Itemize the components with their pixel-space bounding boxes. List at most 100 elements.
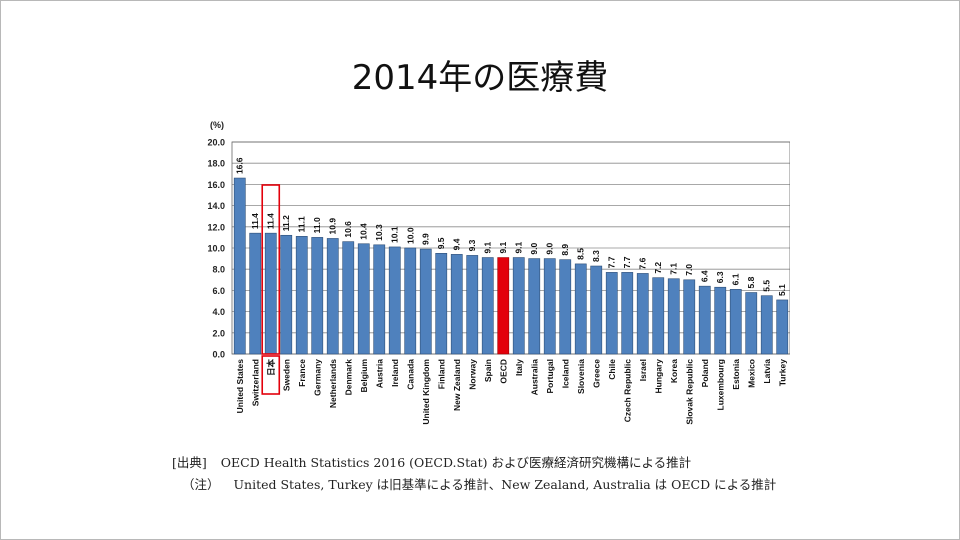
bar-8 <box>357 243 370 355</box>
bar-25 <box>621 272 634 355</box>
y-tick-label: 0.0 <box>212 350 225 360</box>
bar-4 <box>295 236 308 355</box>
bar-value-label: 10.3 <box>374 224 384 241</box>
category-label: United States <box>235 359 245 414</box>
bar-value-label: 9.1 <box>498 241 508 253</box>
category-label: Slovak Republic <box>684 359 694 425</box>
category-label: Mexico <box>746 359 756 388</box>
bar-9 <box>373 244 386 355</box>
category-label: Poland <box>700 359 710 387</box>
bar-10 <box>388 246 401 355</box>
bar-18 <box>512 257 525 355</box>
bar-value-label: 11.4 <box>266 213 276 229</box>
bar-31 <box>714 286 727 355</box>
bar-value-label: 7.0 <box>684 264 694 276</box>
category-label: Greece <box>591 359 601 388</box>
category-label: Germany <box>312 359 322 396</box>
y-tick-label: 2.0 <box>212 328 225 338</box>
bar-value-label: 7.1 <box>669 263 679 275</box>
category-label: Austria <box>374 359 384 389</box>
category-label: Luxembourg <box>715 359 725 410</box>
category-label: Netherlands <box>328 359 338 408</box>
bar-value-label: 6.3 <box>715 271 725 283</box>
bar-value-label: 9.0 <box>529 243 539 255</box>
bar-value-label: 9.0 <box>545 243 555 255</box>
bar-value-label: 6.4 <box>700 270 710 282</box>
bar-value-label: 10.1 <box>390 226 400 243</box>
bar-27 <box>652 277 665 355</box>
category-label: Korea <box>669 359 679 383</box>
bar-14 <box>450 254 463 355</box>
bar-32 <box>729 289 742 355</box>
note-prefix: （注） <box>182 477 220 492</box>
bar-value-label: 5.5 <box>762 280 772 292</box>
bar-value-label: 16.6 <box>235 157 245 174</box>
bar-33 <box>745 292 758 355</box>
bar-21 <box>559 259 572 355</box>
category-label: Norway <box>467 359 477 390</box>
category-label: Chile <box>607 359 617 380</box>
category-label: Belgium <box>359 359 369 393</box>
bar-value-label: 9.3 <box>467 239 477 251</box>
y-tick-label: 14.0 <box>207 201 225 211</box>
bar-20 <box>543 258 556 355</box>
category-label: New Zealand <box>452 359 462 411</box>
bar-16 <box>481 257 494 355</box>
category-label: United Kingdom <box>421 359 431 425</box>
bar-19 <box>528 258 541 355</box>
bar-6 <box>326 238 339 355</box>
category-label: Sweden <box>281 359 291 391</box>
bar-29 <box>683 279 696 355</box>
bar-35 <box>776 299 789 355</box>
category-label: 日本 <box>266 359 276 377</box>
bar-value-label: 9.5 <box>436 237 446 249</box>
bar-value-label: 5.8 <box>746 276 756 288</box>
bar-2 <box>264 232 277 355</box>
category-label: Estonia <box>731 359 741 390</box>
source-text: OECD Health Statistics 2016 (OECD.Stat) … <box>220 455 692 470</box>
bar-value-label: 7.2 <box>653 262 663 274</box>
category-label: Portugal <box>545 359 555 393</box>
category-label: Hungary <box>653 359 663 394</box>
bar-value-label: 11.1 <box>297 216 307 232</box>
category-label: Australia <box>529 359 539 396</box>
bar-value-label: 8.3 <box>591 250 601 262</box>
bar-22 <box>574 263 587 355</box>
y-axis-label: (%) <box>210 120 224 130</box>
bar-12 <box>419 248 432 355</box>
bar-13 <box>435 253 448 355</box>
category-label: Latvia <box>762 359 772 384</box>
source-line: [出典] OECD Health Statistics 2016 (OECD.St… <box>172 452 705 471</box>
category-label: Israel <box>638 359 648 381</box>
slide-title: 2014年の医療費 <box>351 58 609 98</box>
note-line: （注） United States, Turkey は旧基準による推計、New Z… <box>182 474 790 493</box>
bar-value-label: 11.4 <box>250 213 260 229</box>
y-tick-label: 16.0 <box>207 180 225 190</box>
bar-28 <box>667 278 680 355</box>
japan-highlight-box <box>261 184 281 355</box>
bar-0 <box>233 177 246 355</box>
category-label: France <box>297 359 307 387</box>
japan-label-highlight-box <box>261 355 281 395</box>
bar-value-label: 9.4 <box>452 238 462 250</box>
category-label: Czech Republic <box>622 359 632 423</box>
note-text: United States, Turkey は旧基準による推計、New Zeal… <box>233 477 777 492</box>
category-label: Turkey <box>777 359 787 387</box>
source-prefix: [出典] <box>172 455 207 470</box>
bar-value-label: 5.1 <box>777 284 787 296</box>
bar-value-label: 11.2 <box>281 215 291 231</box>
bar-value-label: 6.1 <box>731 273 741 285</box>
category-label: Denmark <box>343 359 353 396</box>
bar-value-label: 7.7 <box>622 256 632 268</box>
y-tick-label: 12.0 <box>207 222 225 232</box>
y-tick-label: 20.0 <box>207 138 225 148</box>
bar-1 <box>249 232 262 355</box>
bar-value-label: 10.9 <box>328 218 338 235</box>
bar-7 <box>342 241 355 355</box>
bar-value-label: 11.0 <box>312 217 322 233</box>
bar-value-label: 10.4 <box>359 223 369 240</box>
category-label: Iceland <box>560 359 570 388</box>
bar-11 <box>404 247 417 355</box>
category-label: Italy <box>514 359 524 376</box>
bar-value-label: 9.1 <box>514 241 524 253</box>
